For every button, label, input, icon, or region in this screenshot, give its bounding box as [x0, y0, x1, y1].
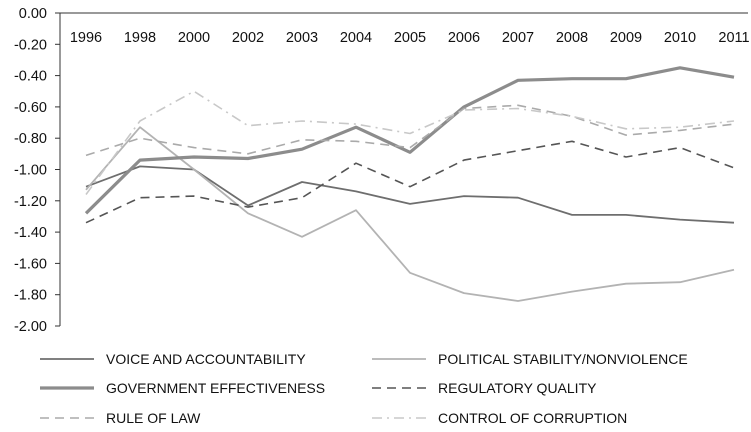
- y-tick-label: -0.20: [14, 37, 47, 53]
- y-tick-label: 0.00: [19, 6, 47, 22]
- legend-item: VOICE AND ACCOUNTABILITY: [40, 351, 306, 367]
- series-line-6: [85, 90, 735, 195]
- legend-item: REGULATORY QUALITY: [372, 380, 597, 396]
- y-tick-label: -1.40: [14, 225, 47, 241]
- x-tick-label: 2008: [556, 30, 588, 46]
- legend: VOICE AND ACCOUNTABILITY POLITICAL STABIL…: [40, 351, 688, 426]
- y-tick-label: -1.80: [14, 288, 47, 304]
- x-tick-label: 2005: [394, 30, 426, 46]
- legend-item: POLITICAL STABILITY/NONVIOLENCE: [372, 351, 688, 367]
- legend-label: GOVERNMENT EFFECTIVENESS: [106, 380, 325, 396]
- y-tick-label: -1.20: [14, 194, 47, 210]
- series-line-3: [84, 66, 735, 215]
- legend-label: RULE OF LAW: [106, 410, 201, 426]
- legend-label: VOICE AND ACCOUNTABILITY: [106, 351, 306, 367]
- series-layer: [84, 66, 735, 302]
- x-tick-label: 2003: [286, 30, 318, 46]
- y-tick-label: -1.00: [14, 163, 47, 179]
- series-line-1: [85, 165, 735, 224]
- legend-item: RULE OF LAW: [40, 410, 201, 426]
- x-tick-label: 1998: [124, 30, 156, 46]
- x-tick-label: 2007: [502, 30, 534, 46]
- y-tick-label: -1.60: [14, 256, 47, 272]
- y-tick-label: -0.80: [14, 131, 47, 147]
- legend-label: CONTROL OF CORRUPTION: [438, 410, 627, 426]
- y-axis: 0.00 -0.20 -0.40 -0.60 -0.80 -1.00 -1.20 -1.40 -…: [14, 6, 61, 335]
- y-tick-label: -0.40: [14, 69, 47, 85]
- legend-item: GOVERNMENT EFFECTIVENESS: [40, 380, 325, 396]
- series-line-4: [85, 140, 735, 224]
- legend-label: REGULATORY QUALITY: [438, 380, 597, 396]
- y-tick-label: -0.60: [14, 100, 47, 116]
- x-tick-label: 2002: [232, 30, 264, 46]
- legend-item: CONTROL OF CORRUPTION: [372, 410, 627, 426]
- x-axis: 1996 1998 2000 2002 2003 2004 2005 2006 2007 2008…: [60, 12, 750, 46]
- series-line-5: [85, 104, 735, 157]
- x-tick-label: 1996: [70, 30, 102, 46]
- x-tick-label: 2011: [718, 30, 749, 46]
- x-tick-label: 2009: [610, 30, 642, 46]
- x-tick-label: 2010: [664, 30, 696, 46]
- legend-label: POLITICAL STABILITY/NONVIOLENCE: [438, 351, 688, 367]
- series-line-2: [85, 126, 735, 302]
- x-tick-label: 2006: [448, 30, 480, 46]
- x-tick-label: 2004: [340, 30, 372, 46]
- x-tick-label: 2000: [178, 30, 210, 46]
- y-tick-label: -2.00: [14, 319, 47, 335]
